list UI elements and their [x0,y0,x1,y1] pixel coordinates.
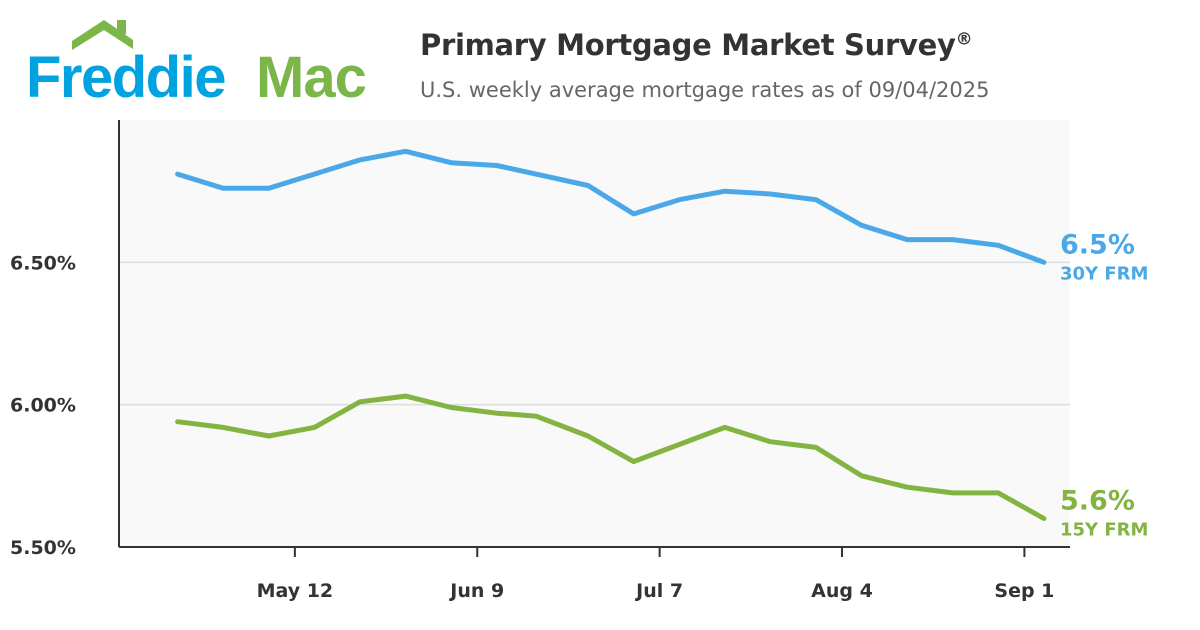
end-value-label: 6.5% [1060,229,1135,260]
logo-mac: Mac [256,45,366,110]
y-tick-label: 6.00% [10,395,76,417]
y-tick-label: 6.50% [10,252,76,274]
series-line-15y [175,393,1047,521]
series-name-label: 30Y FRM [1060,263,1148,284]
x-tick-label: May 12 [257,580,334,602]
x-tick-label: Jul 7 [634,580,683,602]
x-tick-label: Sep 1 [994,580,1054,602]
y-tick-label: 5.50% [10,537,76,559]
series-name-label: 15Y FRM [1060,520,1148,541]
chart-subtitle: U.S. weekly average mortgage rates as of… [420,78,990,102]
logo-freddie: Freddie [26,45,225,110]
chart-title: Primary Mortgage Market Survey® [420,28,973,62]
title-text: Primary Mortgage Market Survey [420,28,956,62]
freddie-mac-logo: Freddie Mac [26,20,367,110]
x-tick-label: Jun 9 [448,580,504,602]
x-tick-label: Aug 4 [811,580,873,602]
registered-mark: ® [955,29,973,50]
series-line-30y [175,148,1047,265]
end-value-label: 5.6% [1060,486,1135,517]
plot-area [119,120,1070,547]
